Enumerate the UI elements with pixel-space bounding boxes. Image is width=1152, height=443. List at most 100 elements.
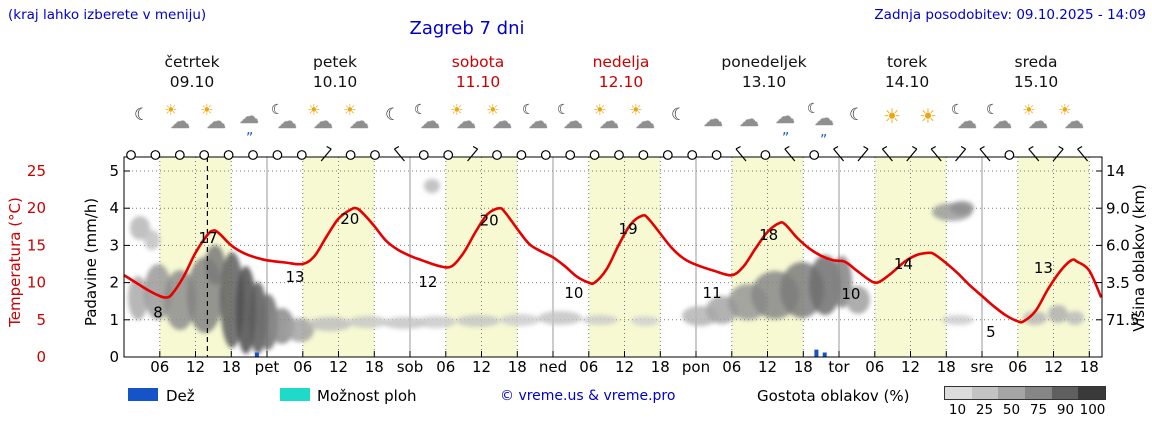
svg-text:12: 12 [758, 358, 777, 376]
svg-text:12: 12 [329, 358, 348, 376]
moon-icon: ☾ [671, 105, 687, 125]
weather-icon-sun: ☀ [875, 101, 911, 141]
cloud-icon: ☁ [1028, 109, 1048, 133]
axis-ticks [123, 170, 1102, 357]
moon-icon: ☾ [557, 102, 570, 118]
density-segment [998, 387, 1026, 399]
temperature-tick-labels: 0 5 10 15 20 25 [27, 162, 46, 366]
moon-icon: ☾ [271, 102, 284, 118]
weather-icon-sun-cloud: ☀ ☁ [339, 101, 375, 141]
cloud-icon: ☁ [492, 109, 512, 133]
day-date: 13.10 [741, 73, 787, 92]
weather-icon-cloud: ☁ [732, 101, 768, 141]
svg-text:06: 06 [293, 358, 312, 376]
svg-text:71.5: 71.5 [1106, 311, 1139, 329]
svg-text:18: 18 [794, 358, 813, 376]
svg-text:17: 17 [198, 229, 217, 247]
day-header-torek: torek 14.10 [885, 52, 929, 93]
svg-text:12: 12 [901, 358, 920, 376]
raindrops-icon: „ [820, 124, 828, 140]
moon-icon: ☾ [807, 101, 820, 117]
svg-text:25: 25 [27, 162, 46, 180]
svg-text:18: 18 [937, 358, 956, 376]
svg-text:06: 06 [1008, 358, 1027, 376]
sun-icon: ☀ [629, 101, 643, 119]
sun-icon: ☀ [307, 101, 321, 119]
svg-text:12: 12 [418, 273, 437, 291]
day-date: 15.10 [1013, 73, 1059, 92]
svg-text:12: 12 [186, 358, 205, 376]
day-header-nedelja: nedelja 12.10 [593, 52, 650, 93]
svg-text:12: 12 [472, 358, 491, 376]
svg-text:06: 06 [579, 358, 598, 376]
density-segment [1051, 387, 1079, 399]
svg-text:15: 15 [27, 236, 46, 254]
svg-text:13: 13 [1034, 259, 1053, 277]
cloud-icon: ☁ [739, 107, 759, 131]
weather-icon-sun-cloud: ☀ ☁ [589, 101, 625, 141]
cloud-icon: ☁ [528, 109, 548, 133]
svg-text:18: 18 [759, 226, 778, 244]
svg-text:10: 10 [564, 284, 583, 302]
svg-text:18: 18 [651, 358, 670, 376]
density-segment [1078, 387, 1106, 399]
showers-swatch [280, 388, 310, 401]
sun-icon: ☀ [486, 101, 500, 119]
menu-hint-text: (kraj lahko izberete v meniju) [8, 7, 207, 23]
day-date: 14.10 [884, 73, 930, 92]
cloud-density-label: Gostota oblakov (%) [757, 387, 910, 405]
weather-icon-sun-cloud: ☀ ☁ [625, 101, 661, 141]
svg-text:11: 11 [703, 284, 722, 302]
wind-symbols [126, 145, 1089, 162]
copyright-link[interactable]: © vreme.us & vreme.pro [500, 388, 676, 404]
weather-icon-sun-cloud: ☀ ☁ [303, 101, 339, 141]
cloud-icon: ☁ [563, 109, 583, 133]
sun-icon: ☀ [450, 101, 464, 119]
day-name: četrtek [164, 53, 220, 71]
day-name: torek [886, 53, 928, 71]
sun-icon: ☀ [164, 101, 178, 119]
raindrops-icon: „ [246, 122, 254, 138]
svg-text:6.0: 6.0 [1106, 237, 1130, 255]
cloud-icon: ☁ [206, 109, 226, 133]
cloud-icon: ☁ [635, 109, 655, 133]
svg-text:18: 18 [1080, 358, 1099, 376]
weather-icon-moon-cloud: ☾ ☁ [947, 101, 983, 141]
cloud-height-tick-labels: 71.5 3.5 6.0 9.0 14 [1106, 162, 1139, 329]
cloud-density-scale [944, 386, 1106, 400]
weather-icon-cloud: ☁ [696, 101, 732, 141]
svg-text:0: 0 [36, 348, 46, 366]
last-update-text: Zadnja posodobitev: 09.10.2025 - 14:09 [874, 7, 1146, 23]
svg-text:1: 1 [109, 311, 119, 329]
svg-text:14: 14 [894, 255, 913, 273]
svg-text:18: 18 [365, 358, 384, 376]
cloud-icon: ☁ [814, 106, 834, 130]
svg-text:sre: sre [971, 358, 994, 376]
sun-icon: ☀ [1022, 101, 1036, 119]
weather-icon-sun: ☀ [911, 101, 947, 141]
svg-text:2: 2 [109, 274, 119, 292]
rain-bar [822, 352, 827, 357]
density-segment [1025, 387, 1052, 399]
cloud-icon: ☁ [456, 109, 476, 133]
sun-icon: ☀ [1058, 101, 1072, 119]
weather-icon-moon: ☾ [661, 101, 697, 141]
weather-icon-moon: ☾ [375, 101, 411, 141]
day-name: ponedeljek [721, 53, 807, 71]
cloud-icon: ☁ [703, 107, 723, 131]
sun-icon: ☀ [883, 104, 901, 128]
raindrops-icon: „ [782, 122, 790, 138]
day-header-ponedeljek: ponedeljek 13.10 [721, 52, 806, 93]
sun-icon: ☀ [919, 104, 937, 128]
page-title: Zagreb 7 dni [409, 18, 525, 39]
svg-text:10: 10 [841, 285, 860, 303]
svg-text:5: 5 [36, 311, 46, 329]
svg-text:4: 4 [109, 199, 119, 217]
svg-text:14: 14 [1106, 162, 1125, 180]
cloud-icon: ☁ [775, 104, 795, 128]
precipitation-tick-labels: 0 1 2 3 4 5 [109, 162, 119, 366]
svg-text:5: 5 [109, 162, 119, 180]
svg-text:5: 5 [986, 323, 996, 341]
rain-bar [814, 349, 819, 357]
